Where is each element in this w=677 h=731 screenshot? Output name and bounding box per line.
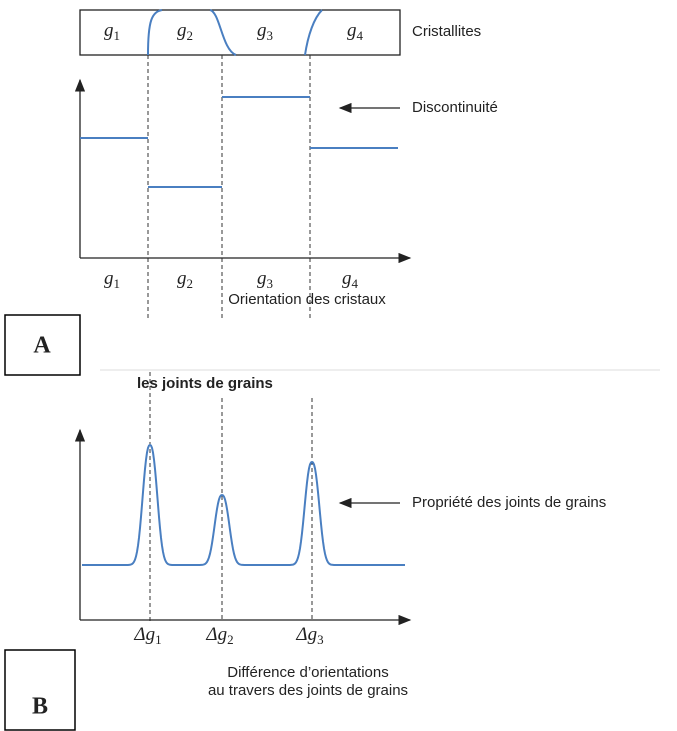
symbol: Δg xyxy=(133,624,155,645)
symbol: Δg xyxy=(205,624,227,645)
x-axis-label: Différence d’orientations xyxy=(227,664,388,681)
boundary-label: Δg2 xyxy=(205,624,233,647)
grain-label: g4 xyxy=(347,20,364,43)
symbol: Δg xyxy=(295,624,317,645)
symbol: g xyxy=(347,20,357,41)
panel-label: B xyxy=(32,694,48,720)
symbol: g xyxy=(342,268,352,289)
grain-label: g2 xyxy=(177,268,193,291)
symbol: g xyxy=(177,268,187,289)
grain-label: g3 xyxy=(257,268,273,291)
subscript: 2 xyxy=(187,28,194,43)
subscript: 4 xyxy=(352,276,359,291)
symbol: g xyxy=(257,268,267,289)
subscript: 2 xyxy=(187,276,194,291)
grain-label: g1 xyxy=(104,20,120,43)
subscript: 3 xyxy=(317,632,324,647)
property-curve xyxy=(82,443,405,566)
x-axis-label: Orientation des cristaux xyxy=(228,291,386,308)
grain-label: g2 xyxy=(177,20,193,43)
subscript: 3 xyxy=(267,28,274,43)
grain-boundary xyxy=(147,9,163,56)
subscript: 3 xyxy=(267,276,274,291)
grain-label: g3 xyxy=(257,20,273,43)
subscript: 2 xyxy=(227,632,234,647)
symbol: g xyxy=(177,20,187,41)
grain-boundary xyxy=(209,9,237,56)
panel-label: A xyxy=(33,333,51,359)
crystallite-box xyxy=(79,9,401,56)
panel-label-box xyxy=(4,314,81,376)
boundary-label: Δg3 xyxy=(295,624,323,647)
panel-label-box xyxy=(4,649,76,731)
x-axis-label: au travers des joints de grains xyxy=(208,682,408,699)
grain-boundary xyxy=(304,9,323,56)
subscript: 1 xyxy=(114,28,121,43)
symbol: g xyxy=(257,20,267,41)
crystallites-label: Cristallites xyxy=(412,23,481,40)
symbol: g xyxy=(104,268,114,289)
subscript: 1 xyxy=(155,632,162,647)
grain-label: g4 xyxy=(342,268,359,291)
boundary-label: Δg1 xyxy=(133,624,161,647)
annotation: Discontinuité xyxy=(412,99,498,116)
annotation: Propriété des joints de grains xyxy=(412,494,606,511)
heading: les joints de grains xyxy=(137,375,273,392)
subscript: 4 xyxy=(357,28,364,43)
symbol: g xyxy=(104,20,114,41)
grain-label: g1 xyxy=(104,268,120,291)
subscript: 1 xyxy=(114,276,121,291)
